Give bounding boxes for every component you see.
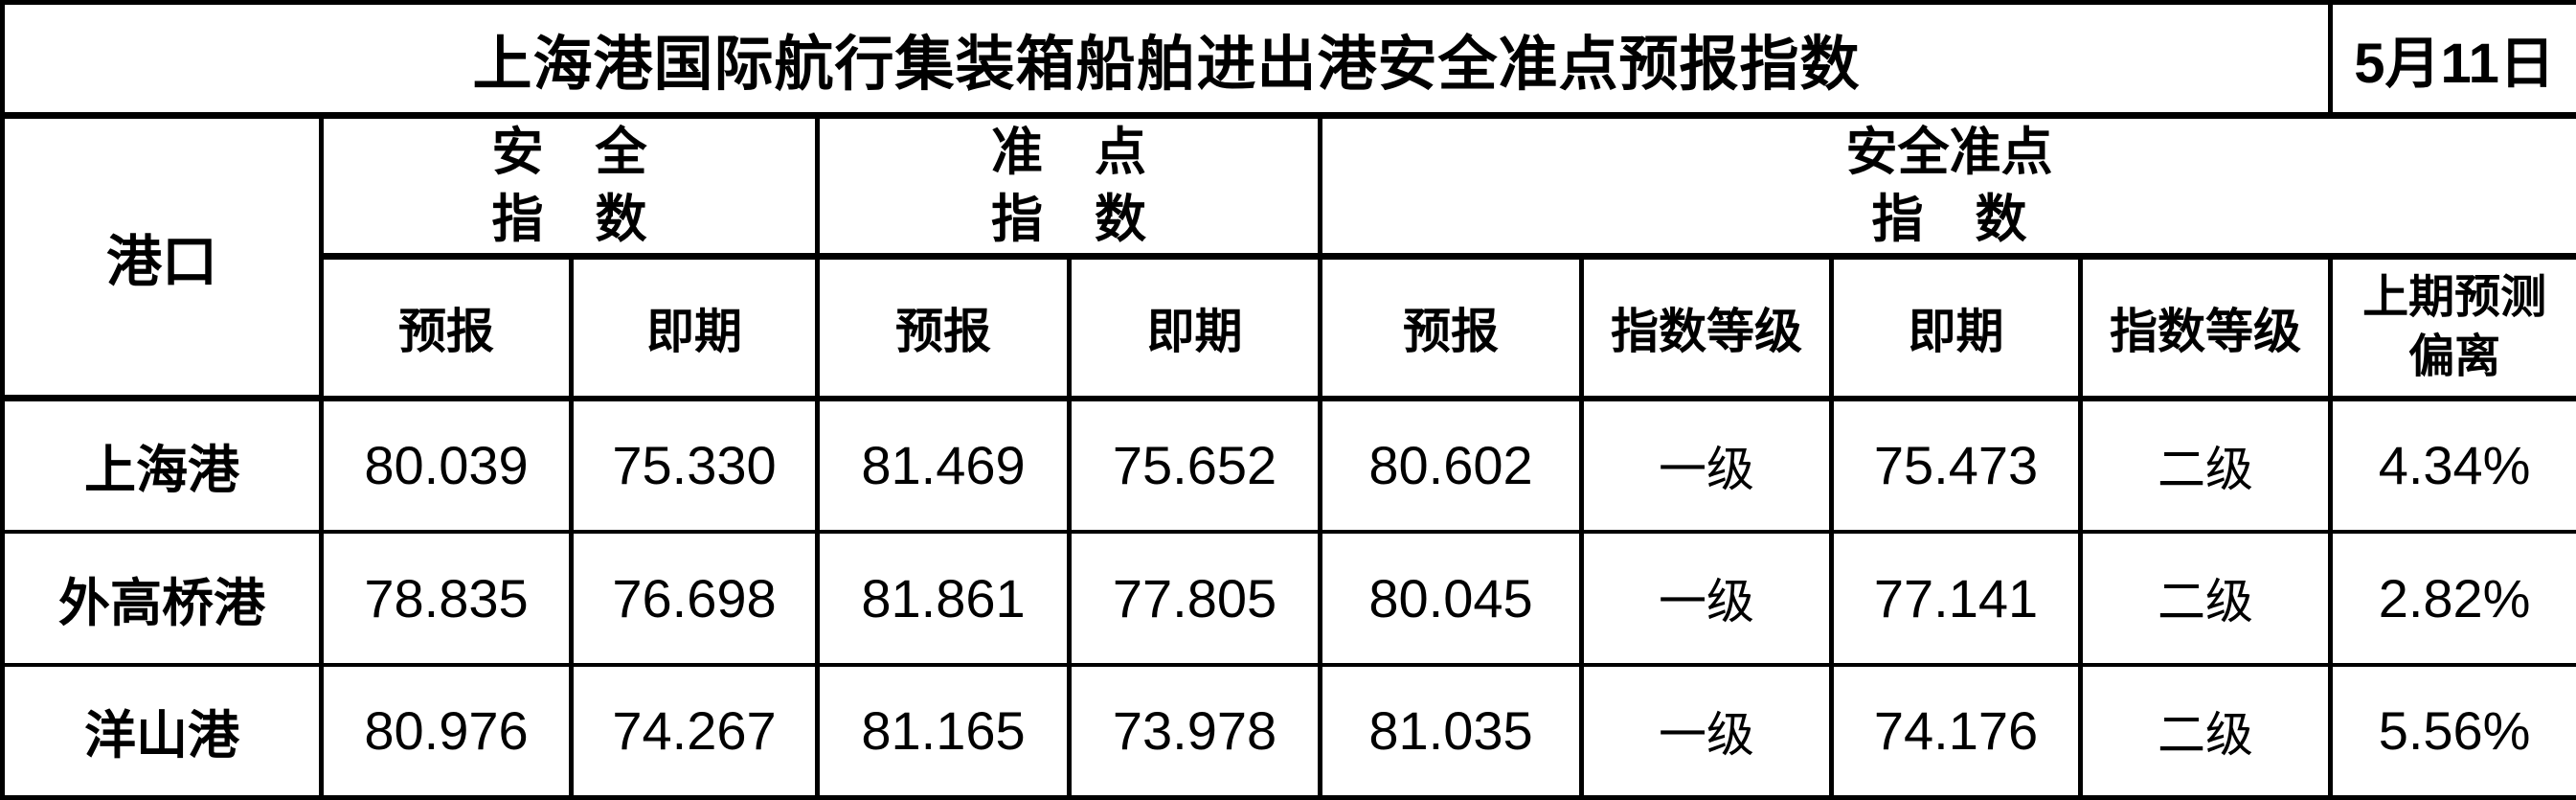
cell-shanghai-sp-forecast-grade: 一级 — [1582, 399, 1832, 532]
subheader-sp-spot: 即期 — [1832, 257, 2081, 399]
cell-waigaoqiao-safety-forecast: 78.835 — [322, 532, 572, 665]
table-title-cell: 上海港国际航行集装箱船舶进出港安全准点预报指数 — [3, 3, 2331, 116]
cell-waigaoqiao-deviation: 2.82% — [2331, 532, 2576, 665]
cell-shanghai-punctuality-spot: 75.652 — [1070, 399, 1321, 532]
cell-yangshan-punctuality-spot: 73.978 — [1070, 665, 1321, 798]
port-name-waigaoqiao: 外高桥港 — [3, 532, 322, 665]
cell-yangshan-deviation: 5.56% — [2331, 665, 2576, 798]
cell-shanghai-safety-spot: 75.330 — [572, 399, 818, 532]
cell-shanghai-sp-forecast: 80.602 — [1321, 399, 1582, 532]
cell-yangshan-punctuality-forecast: 81.165 — [818, 665, 1070, 798]
cell-yangshan-safety-forecast: 80.976 — [322, 665, 572, 798]
cell-waigaoqiao-punctuality-forecast: 81.861 — [818, 532, 1070, 665]
cell-yangshan-sp-spot: 74.176 — [1832, 665, 2081, 798]
cell-shanghai-punctuality-forecast: 81.469 — [818, 399, 1070, 532]
cell-waigaoqiao-sp-forecast: 80.045 — [1321, 532, 1582, 665]
subheader-safety-spot: 即期 — [572, 257, 818, 399]
cell-waigaoqiao-punctuality-spot: 77.805 — [1070, 532, 1321, 665]
cell-waigaoqiao-sp-spot: 77.141 — [1832, 532, 2081, 665]
header-group-safety-punctuality-index: 安全准点 指 数 — [1321, 116, 2576, 257]
report-date-cell: 5月11日 — [2331, 3, 2576, 116]
cell-shanghai-deviation: 4.34% — [2331, 399, 2576, 532]
header-group-safety-index: 安 全 指 数 — [322, 116, 818, 257]
cell-shanghai-sp-spot-grade: 二级 — [2081, 399, 2331, 532]
table-title: 上海港国际航行集装箱船舶进出港安全准点预报指数 — [473, 32, 1861, 98]
port-name-shanghai: 上海港 — [3, 399, 322, 532]
cell-waigaoqiao-sp-forecast-grade: 一级 — [1582, 532, 1832, 665]
subheader-sp-forecast: 预报 — [1321, 257, 1582, 399]
cell-shanghai-sp-spot: 75.473 — [1832, 399, 2081, 532]
cell-yangshan-sp-forecast: 81.035 — [1321, 665, 1582, 798]
header-port: 港口 — [3, 116, 322, 399]
cell-yangshan-sp-forecast-grade: 一级 — [1582, 665, 1832, 798]
port-name-yangshan: 洋山港 — [3, 665, 322, 798]
cell-yangshan-safety-spot: 74.267 — [572, 665, 818, 798]
subheader-punctuality-forecast: 预报 — [818, 257, 1070, 399]
subheader-sp-forecast-grade: 指数等级 — [1582, 257, 1832, 399]
cell-waigaoqiao-sp-spot-grade: 二级 — [2081, 532, 2331, 665]
cell-yangshan-sp-spot-grade: 二级 — [2081, 665, 2331, 798]
subheader-punctuality-spot: 即期 — [1070, 257, 1321, 399]
subheader-sp-spot-grade: 指数等级 — [2081, 257, 2331, 399]
cell-shanghai-safety-forecast: 80.039 — [322, 399, 572, 532]
cell-waigaoqiao-safety-spot: 76.698 — [572, 532, 818, 665]
subheader-prev-forecast-deviation: 上期预测 偏离 — [2331, 257, 2576, 399]
subheader-safety-forecast: 预报 — [322, 257, 572, 399]
report-date: 5月11日 — [2354, 33, 2555, 95]
header-group-punctuality-index: 准 点 指 数 — [818, 116, 1321, 257]
